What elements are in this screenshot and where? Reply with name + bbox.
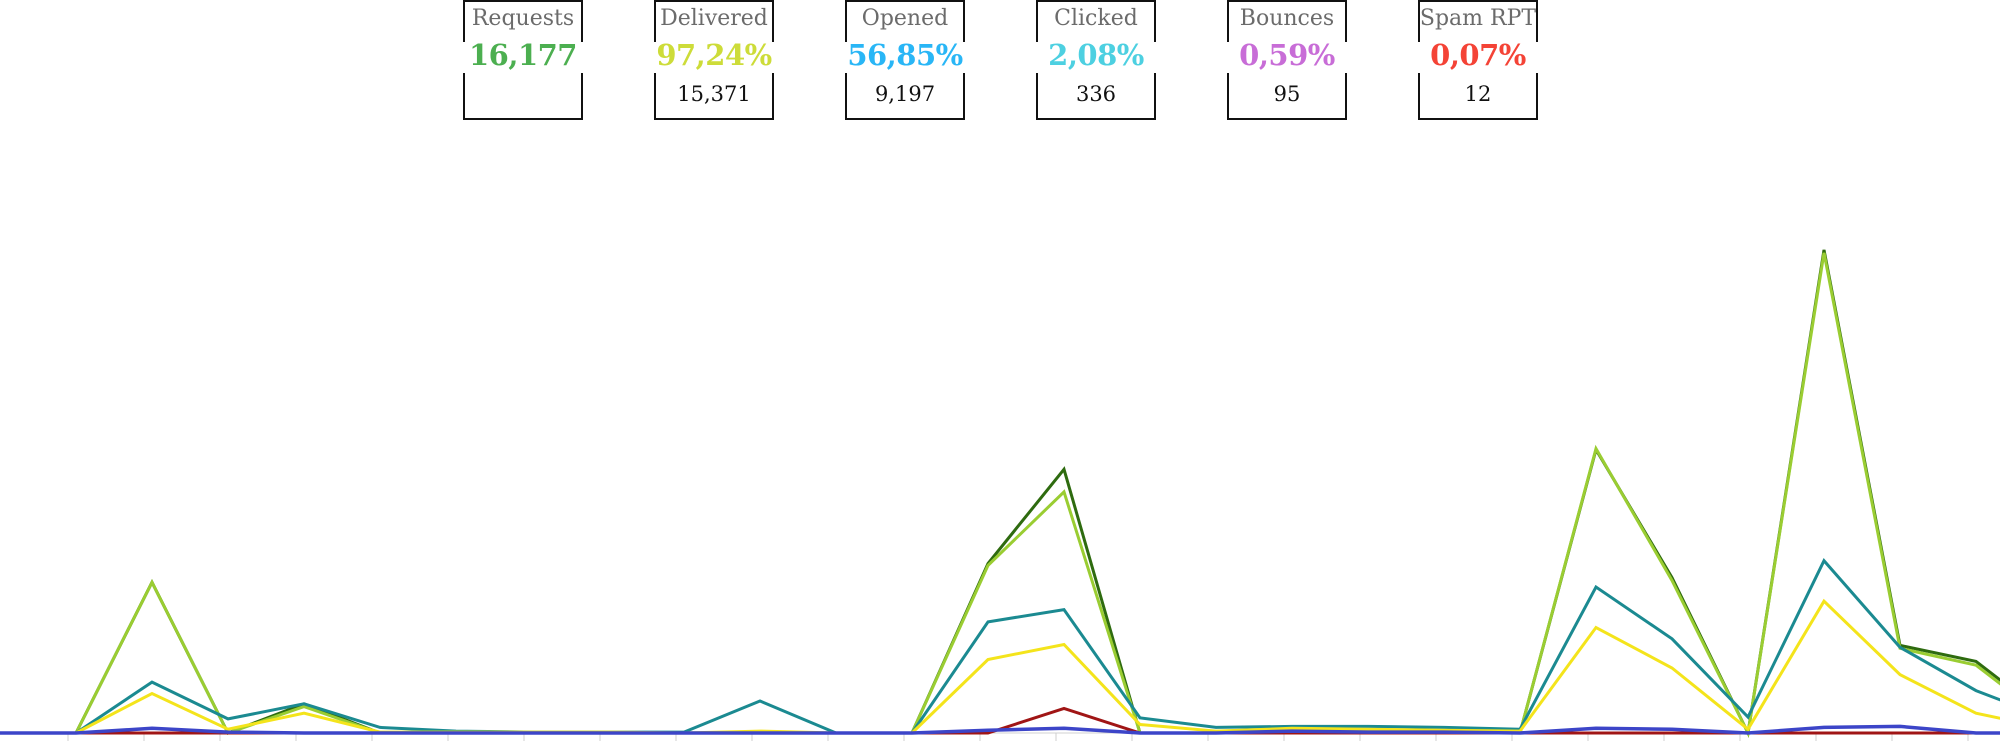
stat-value: 0,07% <box>1430 38 1526 72</box>
stat-count: 15,371 <box>677 82 751 106</box>
stat-count: 336 <box>1075 82 1117 106</box>
series-line-3 <box>0 598 2000 735</box>
stat-card-clicked: Clicked 2,08% 336 <box>1036 0 1156 120</box>
card-border-bottom <box>463 73 583 120</box>
stat-card-requests: Requests 16,177 <box>463 0 583 120</box>
card-border-bottom <box>845 73 965 120</box>
series-line-5 <box>0 724 2000 735</box>
card-border-top <box>845 0 965 42</box>
card-border-top <box>654 0 774 42</box>
stat-value: 56,85% <box>847 38 963 72</box>
card-border-top <box>1036 0 1156 42</box>
card-border-bottom <box>1227 73 1347 120</box>
card-border-top <box>1418 0 1538 42</box>
stat-label: Opened <box>861 6 949 31</box>
stat-card-spam-rpt: Spam RPT 0,07% 12 <box>1418 0 1538 120</box>
series-line-0 <box>0 249 2000 738</box>
stat-count: 12 <box>1464 82 1492 106</box>
stat-value: 2,08% <box>1048 38 1144 72</box>
card-border-top <box>1227 0 1347 42</box>
stat-label: Spam RPT <box>1419 6 1537 31</box>
stat-card-delivered: Delivered 97,24% 15,371 <box>654 0 774 120</box>
card-border-bottom <box>654 73 774 120</box>
series-line-2 <box>0 558 2000 735</box>
card-border-bottom <box>1036 73 1156 120</box>
stat-label: Requests <box>471 6 575 31</box>
card-border-top <box>463 0 583 42</box>
stat-card-bounces: Bounces 0,59% 95 <box>1227 0 1347 120</box>
stat-count: 95 <box>1273 82 1301 106</box>
stat-card-opened: Opened 56,85% 9,197 <box>845 0 965 120</box>
stat-count: 9,197 <box>874 82 936 106</box>
stat-value: 16,177 <box>469 38 578 72</box>
stat-value: 0,59% <box>1239 38 1335 72</box>
stat-value: 97,24% <box>656 38 772 72</box>
stats-bar: Requests 16,177 Delivered 97,24% 15,371 Opene… <box>463 0 1538 120</box>
stat-label: Bounces <box>1239 6 1335 31</box>
stat-label: Clicked <box>1054 6 1138 31</box>
card-border-bottom <box>1418 73 1538 120</box>
stat-label: Delivered <box>660 6 768 31</box>
series-line-1 <box>0 252 2000 738</box>
